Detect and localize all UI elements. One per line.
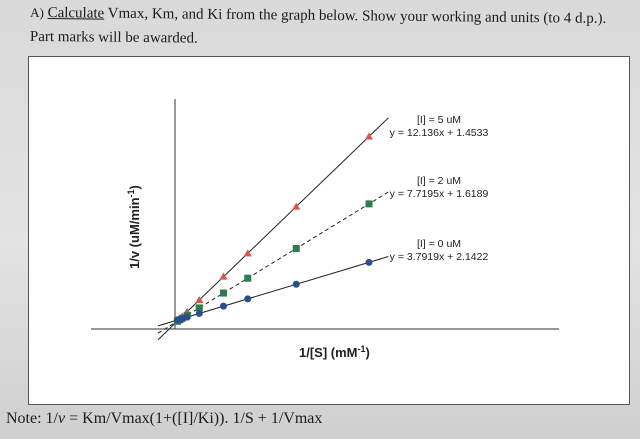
data-point-triangle xyxy=(292,202,301,210)
data-point-square xyxy=(195,304,203,312)
data-point-circle xyxy=(183,313,191,321)
question-body: Vmax, Km, and Ki from the graph below. S… xyxy=(104,5,607,27)
series-label-triangle: [I] = 5 uM xyxy=(417,114,461,126)
data-point-circle xyxy=(365,258,373,266)
series-equation-circle: y = 3.7919x + 2.1422 xyxy=(390,251,489,263)
question-verb: Calculate xyxy=(47,5,105,22)
data-point-square xyxy=(220,289,227,297)
note-formula: = Km/Vmax(1+([I]/Ki)). 1/S + 1/Vmax xyxy=(65,410,323,427)
fit-line-square xyxy=(157,191,389,334)
series-equation-square: y = 7.7195x + 1.6189 xyxy=(390,188,489,200)
data-point-circle xyxy=(292,280,300,288)
series-label-circle: [I] = 0 uM xyxy=(417,238,461,250)
question-text: A) Calculate Vmax, Km, and Ki from the g… xyxy=(30,1,630,55)
note-prefix: Note: 1/ xyxy=(6,410,58,427)
data-point-triangle xyxy=(243,249,252,257)
fit-line-circle xyxy=(157,256,389,327)
series-equation-triangle: y = 12.136x + 1.4533 xyxy=(390,127,489,139)
lineweaver-burk-figure: [I] = 5 uM y = 12.136x + 1.4533 [I] = 2 uM… xyxy=(28,56,630,405)
data-point-circle xyxy=(195,309,203,317)
question-label: A) xyxy=(30,4,44,21)
footnote-equation: Note: 1/v = Km/Vmax(1+([I]/Ki)). 1/S + 1… xyxy=(6,410,322,428)
data-point-triangle xyxy=(365,132,373,140)
lineweaver-burk-plot: [I] = 5 uMy = 12.136x + 1.4533 [I] = 2 uM… xyxy=(91,99,559,360)
fit-line-triangle xyxy=(157,117,389,341)
data-point-square xyxy=(365,200,373,208)
data-point-triangle xyxy=(195,296,204,304)
data-point-square xyxy=(292,244,300,252)
series-label-square: [I] = 2 uM xyxy=(417,175,461,187)
data-point-triangle xyxy=(219,272,228,280)
x-axis-label: 1/[S] (mM-1) xyxy=(299,344,370,360)
y-axis-label: 1/v (uM/min-1) xyxy=(126,185,142,269)
note-v: v xyxy=(58,410,66,427)
data-point-square xyxy=(244,274,252,282)
data-point-circle xyxy=(220,302,227,310)
data-point-circle xyxy=(244,295,252,303)
